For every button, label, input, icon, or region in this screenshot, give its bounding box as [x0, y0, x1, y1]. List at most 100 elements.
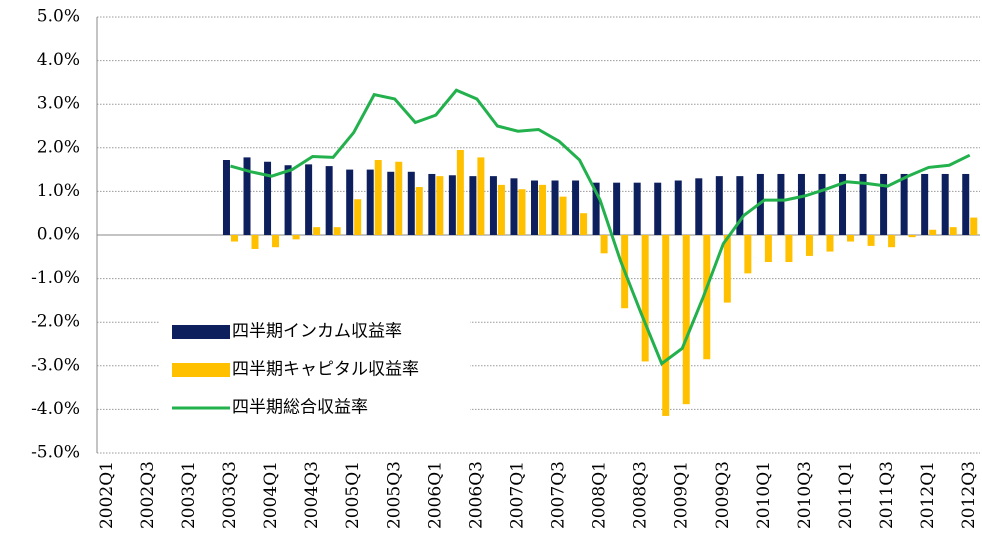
bar — [785, 235, 793, 263]
bar — [428, 173, 436, 235]
x-tick-label: 2009Q3 — [713, 461, 733, 529]
x-tick-label: 2011Q1 — [836, 461, 856, 529]
bar — [600, 235, 608, 254]
legend-label: 四半期インカム収益率 — [232, 322, 402, 342]
bar — [805, 235, 813, 256]
bar — [551, 180, 559, 235]
y-tick-label: 0.0% — [37, 225, 80, 245]
x-tick-label: 2007Q1 — [507, 461, 527, 529]
bar — [654, 182, 662, 235]
y-tick-label: 4.0% — [37, 50, 80, 70]
bar — [826, 235, 834, 252]
x-tick-label: 2003Q3 — [220, 461, 240, 529]
bar — [723, 235, 731, 303]
bar — [366, 169, 374, 235]
bar — [313, 227, 321, 235]
x-tick-label: 2004Q3 — [302, 461, 322, 529]
bar — [880, 173, 888, 235]
x-tick-label: 2005Q3 — [384, 461, 404, 529]
bar — [662, 235, 670, 416]
bar — [292, 235, 300, 240]
bar — [900, 173, 908, 235]
bar — [374, 160, 382, 235]
x-tick-label: 2008Q1 — [590, 461, 610, 529]
x-tick-label: 2009Q1 — [672, 461, 692, 529]
bar — [859, 173, 867, 235]
x-tick-label: 2011Q3 — [877, 461, 897, 529]
bar — [333, 227, 341, 235]
bar — [251, 235, 259, 249]
bar — [703, 235, 711, 360]
y-tick-label: -3.0% — [31, 355, 80, 375]
x-tick-label: 2010Q1 — [754, 461, 774, 529]
x-tick-label: 2007Q3 — [549, 461, 569, 529]
bar — [592, 182, 600, 235]
y-tick-label: 1.0% — [37, 181, 80, 201]
bar — [921, 173, 929, 235]
bar — [867, 235, 875, 246]
bar — [407, 171, 415, 235]
bar — [456, 149, 464, 235]
bar — [962, 173, 970, 235]
y-tick-label: -5.0% — [31, 443, 80, 463]
bar — [222, 160, 230, 235]
bar — [325, 166, 333, 235]
bar — [715, 176, 723, 235]
bar — [346, 169, 354, 235]
bar — [682, 235, 690, 405]
x-tick-label: 2012Q1 — [918, 461, 938, 529]
x-tick-label: 2008Q3 — [631, 461, 651, 529]
bar — [695, 178, 703, 235]
bar — [847, 235, 855, 242]
bar — [230, 235, 238, 242]
y-tick-label: 2.0% — [37, 137, 80, 157]
bar — [580, 213, 588, 235]
bar — [539, 184, 546, 235]
legend-swatch — [172, 363, 230, 377]
legend-label: 四半期キャピタル収益率 — [232, 360, 419, 380]
x-tick-label: 2002Q1 — [97, 461, 117, 529]
bar — [510, 178, 518, 235]
y-tick-label: -1.0% — [31, 268, 80, 288]
x-tick-label: 2003Q1 — [179, 461, 199, 529]
y-tick-label: -2.0% — [31, 312, 80, 332]
legend-label: 四半期総合収益率 — [232, 398, 368, 418]
bar — [572, 180, 580, 235]
bar — [949, 227, 957, 235]
bar — [489, 176, 497, 235]
bar — [243, 157, 251, 235]
y-tick-label: 5.0% — [37, 7, 80, 27]
y-tick-label: 3.0% — [37, 94, 80, 114]
bar — [633, 182, 641, 235]
bar — [839, 173, 847, 235]
bar — [497, 184, 505, 235]
bar — [448, 175, 456, 235]
bar — [518, 189, 526, 235]
x-tick-label: 2010Q3 — [795, 461, 815, 529]
bar — [764, 235, 772, 263]
bar — [941, 173, 949, 235]
bar — [436, 176, 444, 235]
bar — [908, 235, 916, 238]
bar — [305, 164, 313, 235]
bar — [797, 173, 805, 235]
bar — [395, 161, 403, 235]
bar — [272, 235, 280, 248]
bar — [469, 176, 477, 235]
x-tick-label: 2006Q3 — [466, 461, 486, 529]
legend-swatch — [172, 325, 230, 339]
y-tick-label: -4.0% — [31, 399, 80, 419]
bar — [284, 165, 292, 235]
bar — [264, 161, 272, 235]
x-tick-label: 2002Q3 — [138, 461, 158, 529]
bar — [641, 235, 649, 362]
bar — [387, 171, 395, 235]
line — [230, 88, 971, 366]
x-tick-label: 2006Q1 — [425, 461, 445, 529]
x-tick-label: 2005Q1 — [343, 461, 363, 529]
x-tick-label: 2012Q3 — [959, 461, 979, 529]
bar — [736, 176, 744, 235]
bar — [888, 235, 896, 248]
bar — [613, 182, 621, 235]
